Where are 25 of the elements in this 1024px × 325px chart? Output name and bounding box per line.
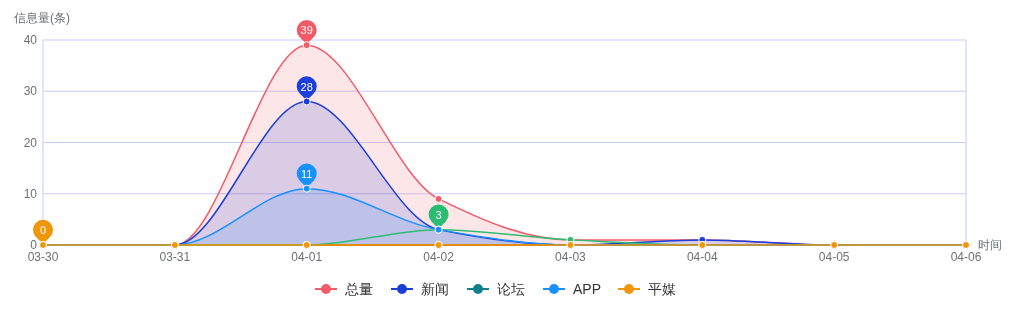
y-tick-label: 40 — [23, 33, 38, 47]
y-tick-label: 0 — [30, 238, 38, 252]
x-axis-title: 时间 — [978, 238, 1002, 252]
data-label: 28 — [300, 80, 313, 93]
legend-label: 总量 — [344, 281, 373, 297]
legend-label: 平媒 — [648, 281, 676, 297]
legend-label: APP — [573, 281, 602, 297]
x-tick-label: 03-31 — [159, 250, 191, 264]
x-tick-label: 03-30 — [27, 250, 59, 264]
y-tick-label: 30 — [23, 84, 38, 99]
y-axis-title: 信息量(条) — [14, 11, 70, 25]
y-tick-label: 20 — [23, 135, 38, 150]
data-label: 3 — [435, 208, 442, 221]
legend-label: 新闻 — [421, 281, 449, 297]
x-tick-label: 04-01 — [291, 250, 323, 264]
x-tick-label: 04-06 — [950, 250, 982, 264]
x-tick-label: 04-03 — [555, 250, 587, 264]
x-tick-label: 04-02 — [423, 250, 455, 264]
legend-label: 论坛 — [497, 281, 525, 297]
x-tick-label: 04-04 — [686, 250, 718, 264]
data-label: 11 — [301, 167, 313, 180]
y-tick-label: 10 — [23, 186, 38, 201]
data-label: 39 — [300, 24, 313, 37]
x-tick-label: 04-05 — [818, 250, 850, 264]
data-label: 0 — [39, 224, 47, 236]
